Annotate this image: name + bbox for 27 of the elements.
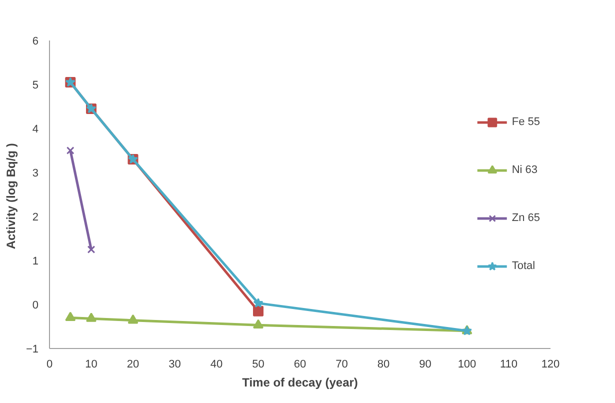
legend-label: Ni 63 <box>512 164 538 176</box>
x-tick-label: 0 <box>46 358 53 370</box>
x-axis-title: Time of decay (year) <box>242 376 358 390</box>
y-tick-label: 4 <box>32 124 39 136</box>
y-tick-label: 3 <box>32 168 39 180</box>
x-tick-label: 10 <box>85 358 98 370</box>
legend-label: Total <box>512 260 536 272</box>
y-tick-label: −1 <box>26 344 39 356</box>
x-tick-label: 50 <box>252 358 264 370</box>
legend-label: Fe 55 <box>512 116 540 128</box>
x-tick-label: 20 <box>126 358 140 370</box>
x-tick-label: 40 <box>210 358 223 370</box>
y-tick-label: 1 <box>32 256 39 268</box>
y-tick-label: 2 <box>32 212 39 224</box>
y-tick-label: 5 <box>32 80 39 92</box>
x-tick-label: 30 <box>168 358 181 370</box>
y-tick-label: 0 <box>32 300 39 312</box>
x-tick-label: 80 <box>377 358 390 370</box>
x-tick-label: 60 <box>294 358 306 370</box>
x-tick-label: 90 <box>419 358 432 370</box>
y-tick-label: 6 <box>32 36 39 48</box>
x-tick-label: 100 <box>458 358 476 370</box>
legend-label: Zn 65 <box>512 212 540 224</box>
x-tick-label: 120 <box>541 358 560 370</box>
x-tick-label: 70 <box>336 358 348 370</box>
x-tick-label: 110 <box>500 358 518 370</box>
y-axis-title: Activity (log Bq/g ) <box>4 143 18 250</box>
